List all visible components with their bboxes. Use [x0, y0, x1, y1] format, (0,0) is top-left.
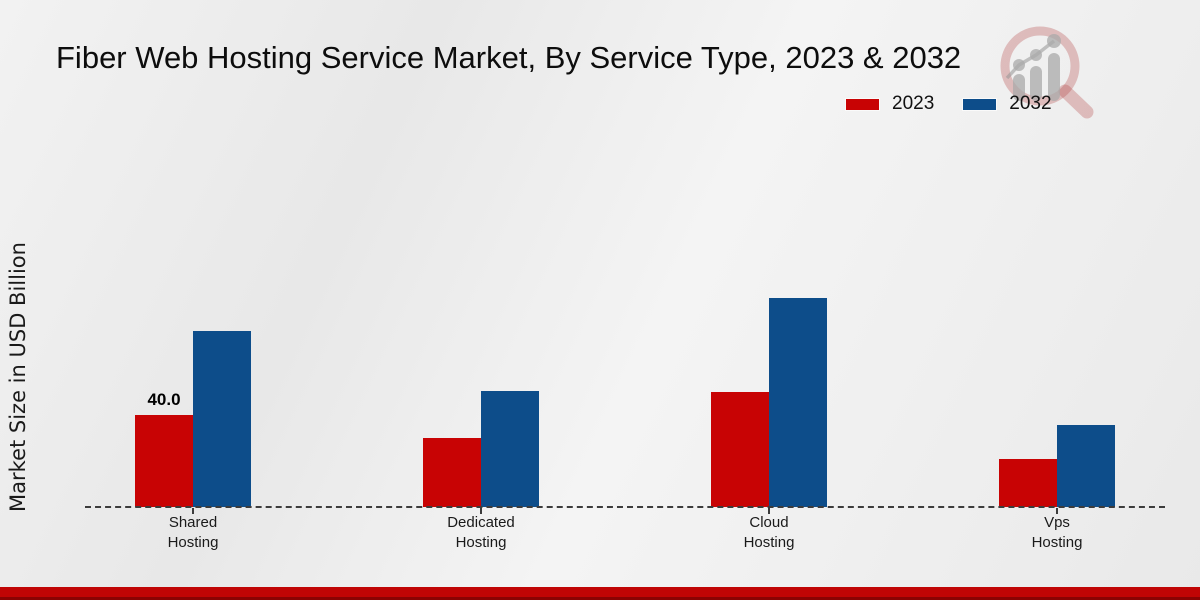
bar-2023-vps-hosting — [999, 459, 1057, 507]
bar-2032-cloud-hosting — [769, 298, 827, 507]
category-label-shared-hosting: Shared Hosting — [167, 514, 219, 551]
bar-value-label: 40.0 — [147, 390, 181, 409]
x-axis-tick — [192, 508, 194, 514]
bar-2023-cloud-hosting — [711, 392, 769, 507]
x-axis-tick — [768, 508, 770, 514]
category-label-cloud-hosting: Cloud Hosting — [743, 514, 795, 551]
legend-item-2023: 2023 — [845, 93, 934, 115]
legend-label-2023: 2023 — [892, 93, 935, 114]
bar-2023-shared-hosting — [135, 415, 193, 507]
bar-2032-vps-hosting — [1057, 425, 1115, 507]
legend: 2023 2032 — [845, 93, 1052, 115]
category-label-dedicated-hosting: Dedicated Hosting — [447, 514, 515, 551]
legend-item-2032: 2032 — [962, 93, 1052, 115]
x-axis-tick — [1056, 508, 1058, 514]
bar-2032-shared-hosting — [193, 331, 251, 507]
legend-label-2032: 2032 — [1009, 93, 1052, 114]
bar-2032-dedicated-hosting — [481, 391, 539, 507]
x-axis-baseline — [85, 506, 1165, 508]
x-axis-tick — [480, 508, 482, 514]
footer-band — [0, 587, 1200, 600]
legend-swatch-2032 — [962, 97, 998, 111]
y-axis-label: Market Size in USD Billion — [6, 242, 30, 512]
magnifier-bar-chart-logo-icon — [1000, 26, 1094, 119]
chart-title: Fiber Web Hosting Service Market, By Ser… — [56, 40, 962, 75]
category-label-vps-hosting: Vps Hosting — [1031, 514, 1083, 551]
bar-2023-dedicated-hosting — [423, 438, 481, 507]
legend-swatch-2023 — [845, 97, 880, 111]
